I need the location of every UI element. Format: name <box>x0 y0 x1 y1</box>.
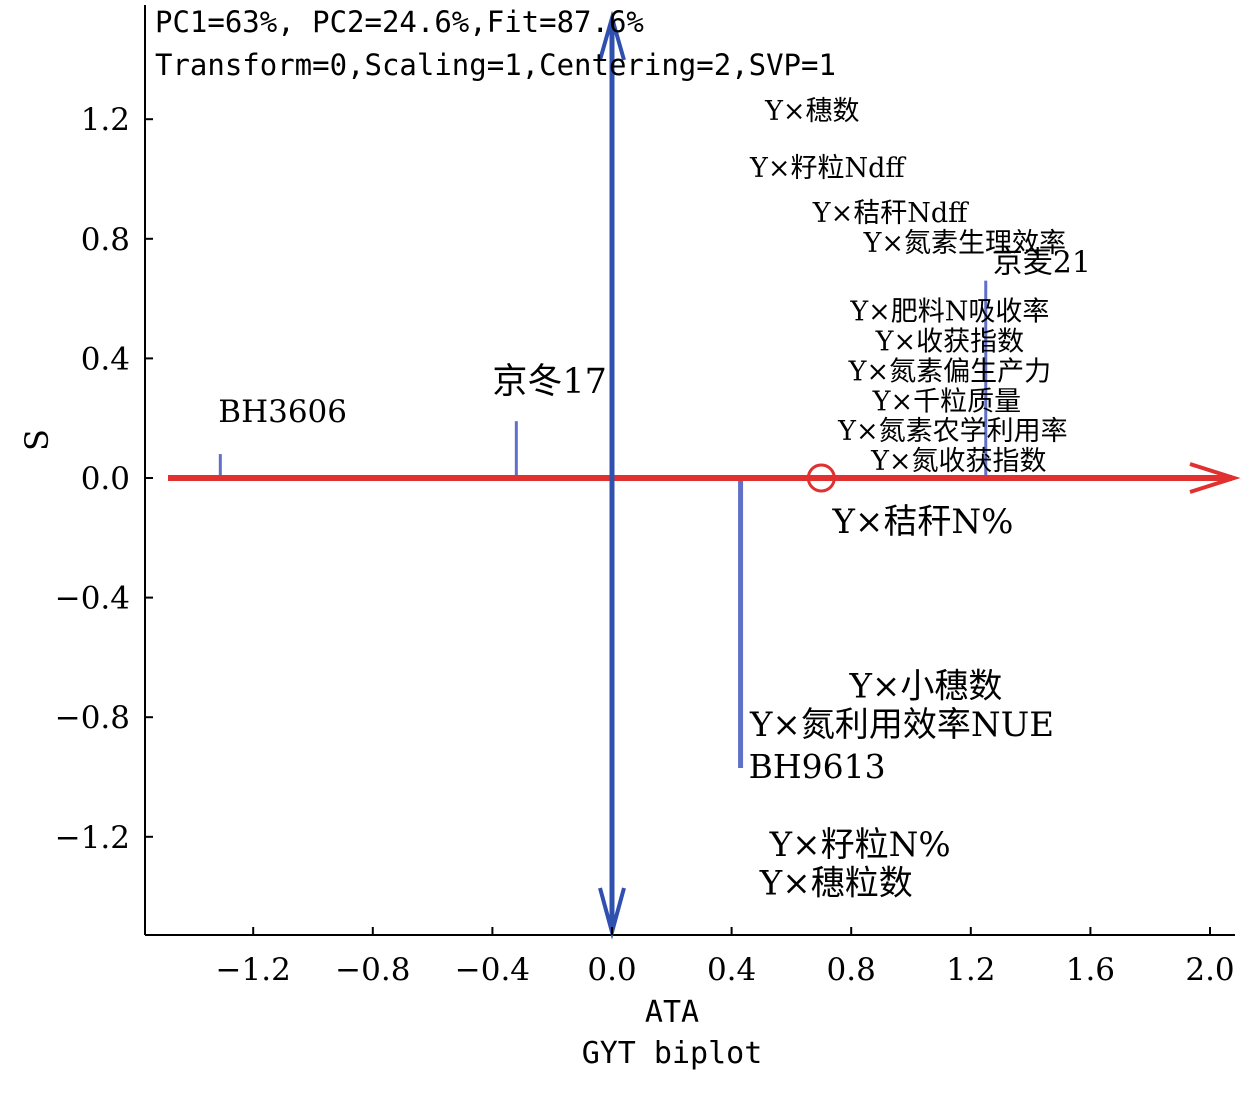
ata-ordinate-arrow-top <box>598 10 626 61</box>
y-tick-label: 0.8 <box>81 222 130 258</box>
trait-label: Y×收获指数 <box>875 326 1024 357</box>
genotype-label: BH3606 <box>218 394 347 430</box>
y-tick-label: −0.4 <box>55 581 130 617</box>
x-tick-label: 0.8 <box>827 952 876 988</box>
subtitle-line-2: Transform=0,Scaling=1,Centering=2,SVP=1 <box>155 48 836 82</box>
y-tick-label: 1.2 <box>81 102 130 138</box>
trait-label: Y×氮素生理效率 <box>863 228 1066 259</box>
y-axis-label: S <box>18 429 56 451</box>
y-tick-label: 0.0 <box>81 461 130 497</box>
x-tick-label: −0.4 <box>455 952 530 988</box>
chart-caption: GYT biplot <box>582 1036 763 1071</box>
plot-frame <box>144 5 1235 936</box>
x-tick-label: 1.2 <box>946 952 995 988</box>
genotype-label: 京麦21 <box>993 246 1091 281</box>
y-tick-label: 0.4 <box>81 341 130 377</box>
genotype-label: BH9613 <box>749 747 886 786</box>
x-tick-label: 2.0 <box>1185 952 1234 988</box>
trait-label: Y×氮素农学利用率 <box>837 416 1067 447</box>
subtitle-line-1: PC1=63%, PC2=24.6%,Fit=87.6% <box>155 5 644 39</box>
trait-label: Y×秸秆N% <box>831 502 1013 542</box>
x-tick-label: 0.4 <box>707 952 756 988</box>
trait-label: Y×籽粒Ndff <box>749 153 906 184</box>
genotype-label: 京冬17 <box>492 362 607 402</box>
ata-axes <box>168 10 1241 940</box>
trait-label: Y×氮素偏生产力 <box>848 356 1051 387</box>
average-marker <box>806 463 836 493</box>
trait-label: Y×千粒质量 <box>872 386 1021 417</box>
y-tick-label: −0.8 <box>55 700 130 736</box>
x-tick-label: −0.8 <box>335 952 410 988</box>
trait-label: Y×肥料N吸收率 <box>849 297 1049 328</box>
trait-label: Y×穗粒数 <box>759 864 913 904</box>
x-tick-label: −1.2 <box>216 952 291 988</box>
projection-lines <box>218 280 988 769</box>
trait-label: Y×秸秆Ndff <box>812 198 969 229</box>
trait-label: Y×氮利用效率NUE <box>749 705 1054 745</box>
ata-axis-arrowhead <box>1189 462 1241 494</box>
x-tick-label: 0.0 <box>587 952 636 988</box>
y-tick-label: −1.2 <box>55 820 130 856</box>
x-tick-label: 1.6 <box>1066 952 1115 988</box>
trait-label: Y×小穗数 <box>848 666 1002 706</box>
trait-label: Y×籽粒N% <box>769 825 951 865</box>
trait-label: Y×氮收获指数 <box>870 446 1046 477</box>
point-labels: BH3606 京冬17 京麦21 BH9613 Y×穗数 Y×籽粒Ndff Y×秸秆Ndff… <box>218 96 1091 903</box>
trait-label: Y×穗数 <box>764 96 859 127</box>
x-axis-label: ATA <box>645 995 699 1030</box>
tick-labels: −1.2 −0.8 −0.4 0.0 0.4 0.8 1.2 1.6 2.0 1.2 0.8 0.4 0… <box>55 102 1235 988</box>
